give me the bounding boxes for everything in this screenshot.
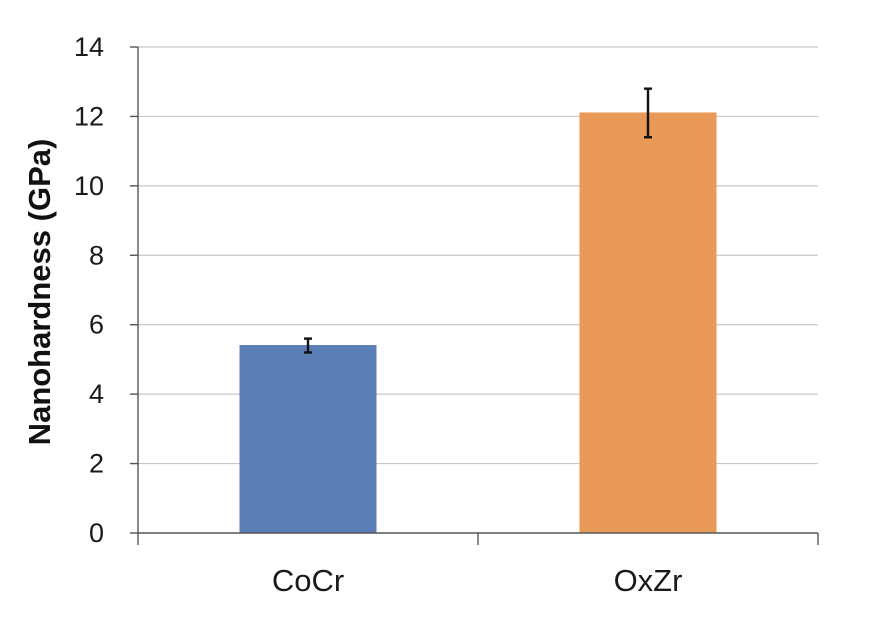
x-category-label-cocr: CoCr [272,563,344,598]
error-bars [304,87,652,354]
y-tick-label-0: 0 [89,518,104,548]
y-tick-label-8: 8 [89,240,104,270]
y-tick-label-14: 14 [74,32,104,62]
bar-oxzr [579,112,717,534]
y-tick-label-2: 2 [89,449,104,479]
y-tick-label-10: 10 [74,171,104,201]
x-category-labels: CoCr OxZr [272,563,683,598]
y-tick-labels: 0 2 4 6 8 10 12 14 [74,32,104,548]
x-category-label-oxzr: OxZr [614,563,683,598]
y-axis-title: Nanohardness (GPa) [22,139,57,446]
y-tick-label-4: 4 [89,379,104,409]
axes [137,47,819,545]
y-tick-label-6: 6 [89,310,104,340]
y-tick-label-12: 12 [74,101,104,131]
bar-cocr [239,345,377,534]
bars [239,112,717,534]
